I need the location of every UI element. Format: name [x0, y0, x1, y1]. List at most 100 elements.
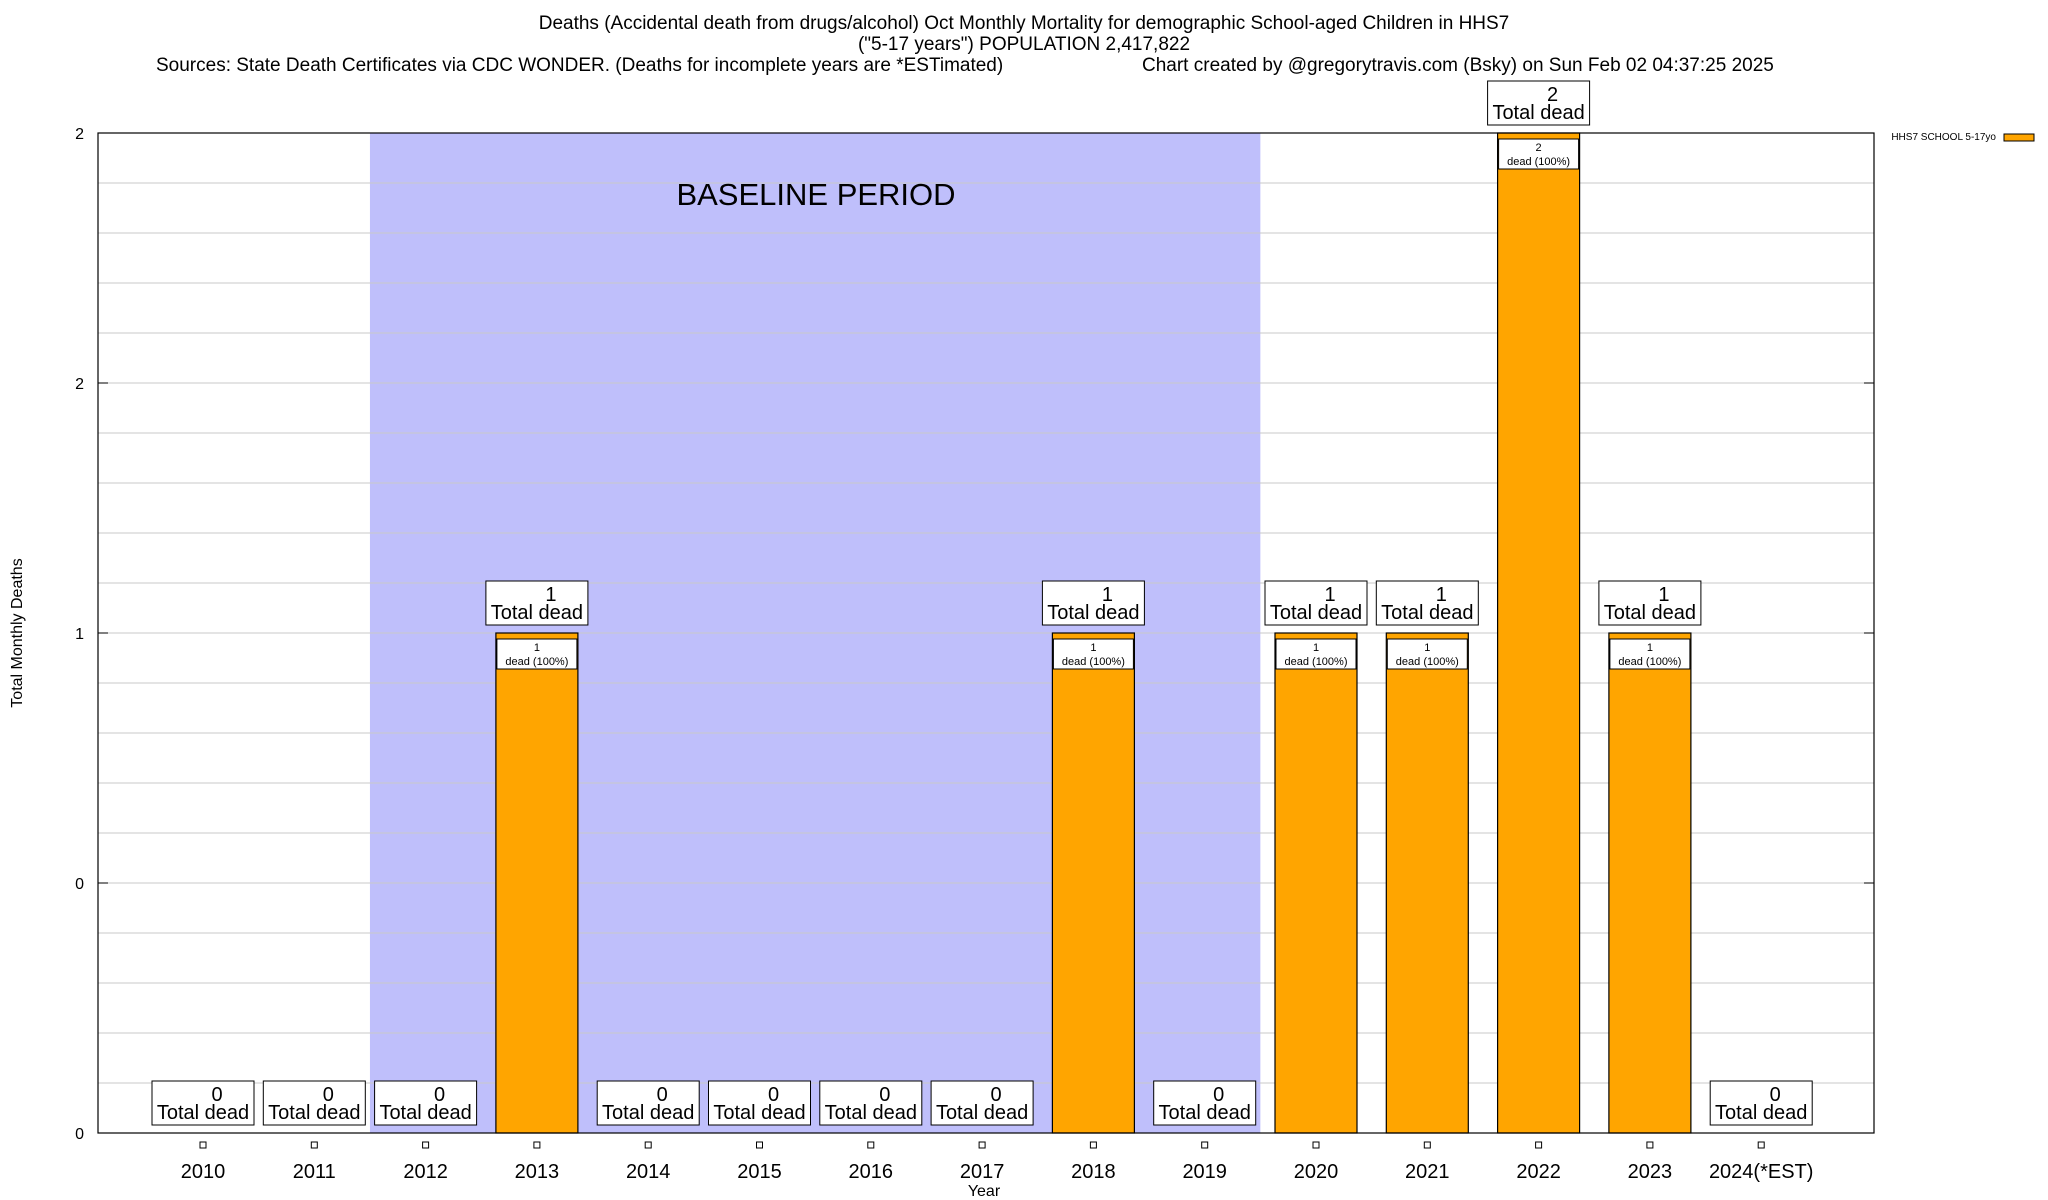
total-label-box [1041, 580, 1145, 626]
total-value: 2 [1547, 84, 1558, 106]
x-tick-marker [1423, 1141, 1431, 1149]
x-tick-label: 2020 [1294, 1161, 1339, 1183]
x-tick-label: 2014 [626, 1161, 671, 1183]
y-tick-label: 2 [75, 126, 84, 143]
total-label-box [485, 580, 589, 626]
y-tick-label: 0 [75, 1126, 84, 1143]
total-label-box [374, 1080, 478, 1126]
x-tick-marker [422, 1141, 430, 1149]
x-tick-label: 2015 [737, 1161, 782, 1183]
total-label: Total dead [379, 1102, 471, 1124]
total-label: Total dead [1159, 1102, 1251, 1124]
bar-share-value: 1 [1313, 642, 1319, 654]
total-label-box [819, 1080, 923, 1126]
total-label: Total dead [713, 1102, 805, 1124]
total-value: 0 [434, 1084, 445, 1106]
y-axis-label: Total Monthly Deaths [9, 558, 26, 707]
bar-share-label: dead (100%) [1062, 656, 1125, 668]
x-tick-label: 2023 [1628, 1161, 1673, 1183]
x-tick-label: 2024(*EST) [1709, 1161, 1814, 1183]
x-tick-marker [644, 1141, 652, 1149]
x-tick-marker [1201, 1141, 1209, 1149]
bar-share-box [1052, 638, 1134, 670]
chart-title: Deaths (Accidental death from drugs/alco… [538, 13, 1510, 34]
y-tick-label: 0 [75, 876, 84, 893]
bar [495, 632, 579, 1134]
x-tick-label: 2011 [293, 1161, 336, 1183]
total-label: Total dead [491, 602, 583, 624]
total-label: Total dead [1604, 602, 1696, 624]
baseline-period-label: BASELINE PERIOD [676, 177, 955, 212]
x-tick-label: 2012 [403, 1161, 448, 1183]
plot-border [97, 132, 1875, 1134]
total-label: Total dead [1715, 1102, 1807, 1124]
total-value: 0 [991, 1084, 1002, 1106]
sources-note: Sources: State Death Certificates via CD… [156, 55, 1004, 76]
total-value: 1 [1102, 584, 1113, 606]
x-tick-marker [1089, 1141, 1097, 1149]
total-label: Total dead [825, 1102, 917, 1124]
x-tick-label: 2022 [1516, 1161, 1561, 1183]
total-value: 0 [657, 1084, 668, 1106]
x-tick-label: 2016 [849, 1161, 894, 1183]
bar-share-box [1609, 638, 1691, 670]
total-label-box [151, 1080, 255, 1126]
y-tick-label: 2 [75, 376, 84, 393]
total-value: 0 [1213, 1084, 1224, 1106]
bar-share-value: 1 [1647, 642, 1653, 654]
bar [1496, 132, 1581, 1134]
total-value: 0 [1770, 1084, 1781, 1106]
total-value: 1 [1324, 584, 1335, 606]
total-label-box [1375, 580, 1479, 626]
total-label-box [1487, 80, 1591, 126]
total-label-box [1709, 1080, 1813, 1126]
total-label-box [708, 1080, 811, 1126]
bar-share-value: 1 [1090, 642, 1096, 654]
total-label-box [1598, 580, 1702, 626]
bar-share-box [496, 638, 578, 670]
total-label-box [262, 1080, 366, 1126]
bar-share-label: dead (100%) [1618, 656, 1681, 668]
total-label: Total dead [602, 1102, 694, 1124]
credit-note: Chart created by @gregorytravis.com (Bsk… [1142, 55, 1774, 76]
bar-share-value: 1 [534, 642, 540, 654]
x-tick-marker [310, 1141, 318, 1149]
total-label: Total dead [1270, 602, 1362, 624]
x-tick-label: 2010 [181, 1161, 226, 1183]
x-tick-marker [1646, 1141, 1654, 1149]
bar-share-value: 2 [1536, 142, 1542, 154]
total-value: 1 [1658, 584, 1669, 606]
bar [1385, 632, 1469, 1134]
total-value: 0 [211, 1084, 222, 1106]
x-tick-marker [756, 1141, 763, 1149]
total-label-box [596, 1080, 700, 1126]
legend-swatch [2003, 133, 2035, 142]
x-tick-marker [1312, 1141, 1320, 1149]
x-tick-marker [867, 1141, 875, 1149]
total-label-box [1153, 1080, 1257, 1126]
bar [1274, 632, 1358, 1134]
total-label: Total dead [1047, 602, 1139, 624]
total-value: 0 [879, 1084, 890, 1106]
x-tick-marker [1757, 1141, 1765, 1149]
total-label-box [930, 1080, 1034, 1126]
x-tick-marker [1535, 1141, 1543, 1149]
x-tick-marker [199, 1141, 207, 1149]
x-tick-marker [533, 1141, 541, 1149]
x-tick-label: 2017 [960, 1161, 1005, 1183]
bar-share-label: dead (100%) [1507, 156, 1570, 168]
x-tick-marker [978, 1141, 986, 1149]
bar-share-label: dead (100%) [1396, 656, 1459, 668]
chart-subtitle: ("5-17 years") POPULATION 2,417,822 [857, 34, 1191, 55]
bar-share-value: 1 [1424, 642, 1430, 654]
total-label: Total dead [936, 1102, 1028, 1124]
total-label: Total dead [1492, 102, 1584, 124]
total-label-box [1264, 580, 1368, 626]
total-value: 1 [545, 584, 556, 606]
x-tick-label: 2018 [1071, 1161, 1116, 1183]
bar [1608, 632, 1692, 1134]
total-label: Total dead [268, 1102, 360, 1124]
total-value: 0 [323, 1084, 334, 1106]
